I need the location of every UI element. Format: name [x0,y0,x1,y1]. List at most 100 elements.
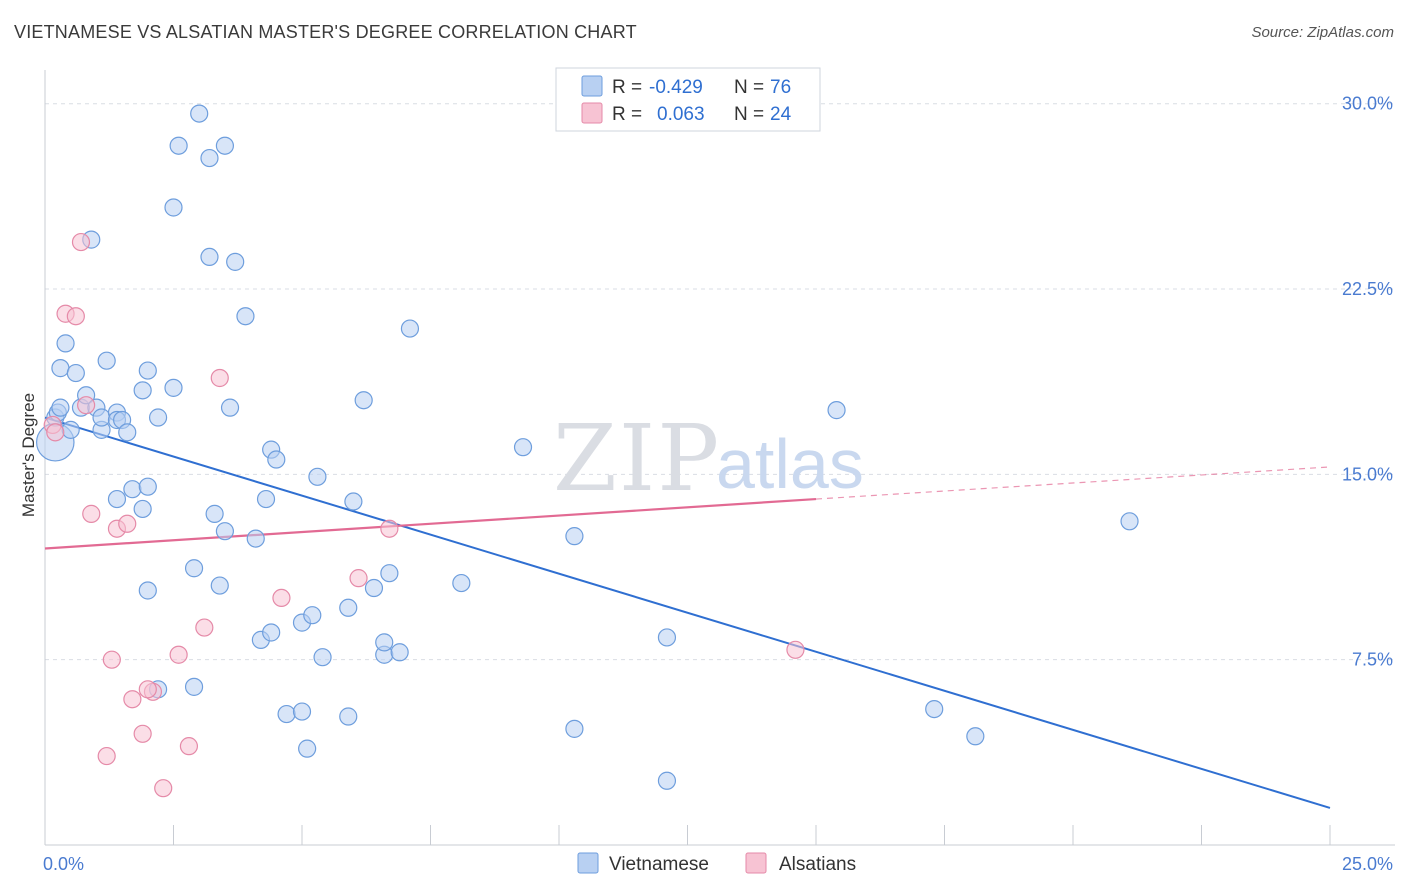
point-vietnamese-48 [262,623,281,642]
point-alsatians-11 [123,690,142,709]
watermark: ZIP atlas [553,405,864,512]
point-vietnamese-21 [133,499,152,519]
legend-r-value-2: 0.063 [657,104,705,125]
point-vietnamese-47 [267,450,286,469]
trend-lines [44,416,1331,809]
point-vietnamese-74 [966,727,985,746]
point-vietnamese-37 [210,576,229,595]
point-vietnamese-59 [354,391,373,410]
point-vietnamese-42 [236,307,255,326]
point-vietnamese-15 [107,489,127,509]
point-vietnamese-52 [298,739,317,758]
chart-title: VIETNAMESE VS ALSATIAN MASTER'S DEGREE C… [14,22,637,42]
point-vietnamese-40 [220,398,240,417]
legend-n-label-1: N = [734,77,764,98]
point-vietnamese-22 [123,480,142,499]
point-vietnamese-5 [51,359,70,378]
y-tick-label-0: 7.5% [1352,650,1393,670]
legend-r-label-1: R = [612,77,642,98]
point-vietnamese-23 [138,477,157,496]
legend-swatch-alsatians [581,102,603,124]
legend-r-label-2: R = [612,104,642,125]
point-vietnamese-13 [92,408,111,427]
source-label: Source: ZipAtlas.com [1251,24,1394,41]
point-vietnamese-53 [303,606,322,625]
y-tick-label-1: 15.0% [1342,464,1393,484]
point-vietnamese-66 [452,573,471,593]
point-vietnamese-60 [364,578,384,598]
point-vietnamese-31 [190,104,209,123]
point-vietnamese-69 [565,719,584,738]
legend-r-value-1: -0.429 [649,77,703,98]
point-vietnamese-73 [925,699,944,719]
x-tick-label-min: 0.0% [43,854,84,874]
point-vietnamese-32 [184,559,204,578]
point-alsatians-22 [380,519,399,538]
point-vietnamese-4 [61,420,80,439]
point-vietnamese-72 [827,401,846,420]
point-vietnamese-62 [375,633,394,652]
point-vietnamese-19 [118,423,137,442]
point-vietnamese-33 [184,677,204,696]
point-alsatians-18 [195,618,214,637]
tick-labels: 7.5% 15.0% 22.5% 30.0% 0.0% 25.0% [43,94,1393,874]
point-alsatians-5 [77,396,96,415]
point-vietnamese-38 [215,522,234,541]
point-alsatians-4 [71,232,91,252]
point-vietnamese-30 [169,136,188,155]
y-axis-label: Master's Degree [19,393,38,517]
point-vietnamese-55 [313,648,332,667]
point-alsatians-16 [169,645,188,664]
point-vietnamese-71 [657,771,677,790]
point-alsatians-15 [154,779,173,798]
y-tick-label-3: 30.0% [1342,94,1393,114]
point-vietnamese-45 [256,489,276,509]
point-vietnamese-64 [390,643,409,662]
point-alsatians-12 [133,724,152,743]
point-alsatians-20 [272,588,291,608]
point-alsatians-7 [97,746,116,766]
point-vietnamese-67 [513,438,533,457]
point-vietnamese-65 [400,319,420,338]
point-alsatians-21 [349,569,368,588]
point-alsatians-8 [102,650,121,669]
point-vietnamese-29 [164,198,183,217]
point-vietnamese-28 [164,378,183,397]
grid-lines [45,103,1395,661]
point-vietnamese-26 [138,581,157,600]
point-alsatians-1 [46,423,65,442]
point-alsatians-6 [82,504,101,523]
trendline-vietnamese [44,416,1331,809]
watermark-zip: ZIP [553,405,721,512]
point-vietnamese-70 [657,628,677,647]
legend-swatch-vietnamese [581,75,603,97]
point-alsatians-14 [138,680,157,699]
point-vietnamese-7 [66,363,85,383]
point-alsatians-17 [179,737,199,756]
bottom-legend-label-vietnamese: Vietnamese [609,854,709,875]
watermark-atlas: atlas [716,425,864,503]
point-vietnamese-39 [215,136,234,155]
point-vietnamese-51 [292,702,312,721]
point-vietnamese-75 [1120,512,1139,531]
trendline-alsatians [44,497,817,550]
point-vietnamese-24 [138,361,157,380]
point-vietnamese-56 [339,707,358,726]
bottom-legend-swatch-alsatians [745,852,767,874]
stats-legend: R = -0.429 N = 76 R = 0.063 N = 24 [555,67,821,132]
point-alsatians-23 [786,640,805,659]
point-vietnamese-6 [56,334,75,353]
bottom-legend-swatch-vietnamese [577,852,599,874]
point-vietnamese-41 [226,252,245,271]
y-tick-label-2: 22.5% [1342,279,1393,299]
point-vietnamese-49 [277,704,296,724]
point-vietnamese-54 [308,467,327,486]
point-vietnamese-25 [148,408,168,427]
point-vietnamese-58 [344,492,363,511]
point-vietnamese-3 [51,398,70,417]
point-vietnamese-34 [200,247,219,267]
point-vietnamese-68 [565,527,584,546]
point-vietnamese-63 [380,564,399,583]
series-legend: Vietnamese Alsatians [577,852,856,875]
